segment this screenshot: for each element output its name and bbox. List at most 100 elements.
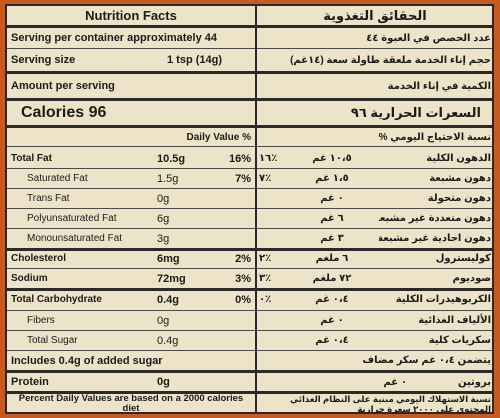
nutrient-label: Total Fat — [11, 153, 52, 164]
nutrient-daily-value-ar — [259, 209, 287, 228]
nutrient-amount: 72mg — [157, 272, 186, 285]
footnote-row: Percent Daily Values are based on a 2000… — [7, 393, 492, 415]
nutrient-label: Monounsaturated Fat — [27, 233, 123, 244]
nutrient-amount-ar: ٠ غم — [320, 315, 344, 326]
nutrient-amount-ar: ١،٥ غم — [315, 173, 349, 184]
nutrient-daily-value: 2% — [235, 252, 251, 265]
nutrient-label-ar: دهون متعددة غير مشبعة — [379, 213, 491, 224]
nutrient-daily-value: 3% — [235, 272, 251, 285]
nutrient-label-ar: سكريات كلية — [428, 335, 491, 346]
nutrient-daily-value — [211, 311, 251, 330]
title-row: Nutrition Facts الحقائق التغذوية — [7, 6, 492, 28]
nutrient-label: Saturated Fat — [27, 173, 88, 184]
amount-per-serving-en: Amount per serving — [11, 80, 115, 92]
footnote-ar: نسبة الاستهلاك اليومي مبنية على النظام ا… — [290, 394, 491, 414]
nutrient-daily-value — [211, 331, 251, 350]
nutrition-facts-panel: Nutrition Facts الحقائق التغذوية Serving… — [5, 4, 494, 414]
amount-per-serving-ar: الكمية في إناء الخدمة — [387, 80, 491, 92]
nutrient-label-ar: دهون متحولة — [427, 193, 491, 204]
added-sugar-en: Includes 0.4g of added sugar — [11, 354, 163, 367]
nutrient-row: Fibers 0g ٠ غم الألياف الغذائية — [7, 311, 492, 331]
nutrient-row: Trans Fat 0g ٠ غم دهون متحولة — [7, 189, 492, 209]
nutrient-amount-ar: ٠،٤ غم — [315, 294, 349, 305]
nutrient-daily-value-ar: ٢٪ — [259, 253, 272, 264]
nutrient-amount: 0.4g — [157, 334, 179, 347]
nutrient-daily-value-ar — [259, 311, 287, 330]
nutrient-label-ar: كوليسترول — [435, 253, 491, 264]
nutrient-row: Saturated Fat 1.5g 7% ٧٪ ١،٥ غم دهون مشبعة — [7, 169, 492, 189]
title-en: Nutrition Facts — [85, 8, 177, 23]
nutrient-label: Fibers — [27, 315, 55, 326]
title-ar: الحقائق التغذوية — [323, 7, 427, 23]
nutrient-label: Total Sugar — [27, 335, 78, 346]
protein-amount: 0g — [157, 376, 170, 388]
nutrient-amount: 0g — [157, 314, 170, 327]
nutrient-daily-value — [211, 189, 251, 208]
protein-label: Protein — [11, 376, 49, 388]
serving-size-row: Serving size 1 tsp (14g) حجم إناء الخدمة… — [7, 49, 492, 74]
nutrient-label: Trans Fat — [27, 193, 70, 204]
nutrient-daily-value-ar: ١٦٪ — [259, 153, 278, 164]
nutrient-daily-value-ar — [259, 331, 287, 350]
nutrient-row: Total Sugar 0.4g ٠،٤ غم سكريات كلية — [7, 331, 492, 351]
nutrient-label-ar: صوديوم — [452, 273, 491, 284]
nutrient-row: Cholesterol 6mg 2% ٢٪ ٦ ملغم كوليسترول — [7, 249, 492, 269]
calories-row: Calories 96 السعرات الحرارية ٩٦ — [7, 101, 492, 128]
serving-size-label: Serving size — [11, 54, 76, 66]
nutrient-amount-ar: ٧٢ ملغم — [312, 273, 352, 284]
calories-en: Calories 96 — [21, 104, 107, 121]
calories-ar: السعرات الحرارية ٩٦ — [350, 105, 481, 120]
footnote-en: Percent Daily Values are based on a 2000… — [18, 393, 244, 414]
nutrient-label-ar: دهون احادية غير مشبعة — [379, 233, 491, 244]
nutrient-amount: 1.5g — [157, 172, 179, 185]
nutrient-row: Polyunsaturated Fat 6g ٦ غم دهون متعددة غير… — [7, 209, 492, 229]
nutrient-amount-ar: ١٠،٥ غم — [312, 153, 352, 164]
servings-per-container-row: Serving per container approximately 44 ع… — [7, 28, 492, 49]
serving-size-ar: حجم إناء الخدمة ملعقة طاولة سعة (١٤غم) — [290, 54, 491, 66]
nutrient-amount: 0g — [157, 192, 170, 205]
nutrient-daily-value-ar — [259, 229, 287, 248]
nutrient-row: Total Carbohydrate 0.4g 0% ٠٪ ٠،٤ غم الكربوهي… — [7, 289, 492, 311]
serving-size-value: 1 tsp (14g) — [167, 54, 223, 66]
protein-amount-ar: ٠ غم — [383, 376, 407, 388]
amount-per-serving-row: Amount per serving الكمية في إناء الخدمة — [7, 74, 492, 101]
added-sugar-row: Includes 0.4g of added sugar يتضمن ٠،٤ غ… — [7, 351, 492, 373]
nutrient-amount: 0.4g — [157, 293, 180, 306]
nutrient-daily-value: 0% — [235, 293, 251, 306]
nutrient-daily-value-ar: ٧٪ — [259, 173, 272, 184]
nutrient-label-ar: الكربوهيدرات الكلية — [395, 294, 491, 305]
protein-row: Protein 0g ٠ غم بروتين — [7, 373, 492, 394]
nutrient-amount-ar: ٣ غم — [320, 233, 344, 244]
added-sugar-ar: يتضمن ٠،٤ غم سكر مضاف — [362, 355, 491, 366]
nutrient-amount-ar: ٠،٤ غم — [315, 335, 349, 346]
nutrient-daily-value-ar: ٣٪ — [259, 273, 272, 284]
nutrient-label-ar: الألياف الغذائية — [418, 315, 491, 326]
protein-label-ar: بروتين — [457, 376, 491, 388]
daily-value-header-row: Daily Value % نسبة الاحتياج اليومي % — [7, 128, 492, 147]
nutrient-row: Monounsaturated Fat 3g ٣ غم دهون احادية غير… — [7, 229, 492, 251]
nutrient-amount-ar: ٠ غم — [320, 193, 344, 204]
nutrient-row: Total Fat 10.5g 16% ١٦٪ ١٠،٥ غم الدهون الكلية — [7, 149, 492, 169]
nutrient-daily-value-ar: ٠٪ — [259, 294, 272, 305]
nutrient-amount: 6mg — [157, 252, 180, 265]
nutrient-daily-value — [211, 209, 251, 228]
nutrient-amount-ar: ٦ غم — [320, 213, 344, 224]
nutrient-row: Sodium 72mg 3% ٣٪ ٧٢ ملغم صوديوم — [7, 269, 492, 291]
nutrient-daily-value — [211, 229, 251, 248]
servings-per-container-ar: عدد الحصص في العبوة ٤٤ — [366, 32, 491, 44]
nutrient-label: Polyunsaturated Fat — [27, 213, 117, 224]
nutrient-amount: 3g — [157, 232, 170, 245]
nutrient-amount: 6g — [157, 212, 170, 225]
nutrient-label: Cholesterol — [11, 253, 67, 264]
nutrient-label: Total Carbohydrate — [11, 294, 102, 305]
nutrient-amount-ar: ٦ ملغم — [315, 253, 349, 264]
column-divider — [255, 6, 257, 412]
servings-per-container-en: Serving per container approximately 44 — [11, 32, 218, 44]
daily-value-header-en: Daily Value % — [186, 131, 251, 143]
nutrient-daily-value: 7% — [235, 172, 251, 185]
nutrient-daily-value: 16% — [228, 152, 251, 165]
daily-value-header-ar: نسبة الاحتياج اليومي % — [378, 131, 491, 143]
nutrient-label: Sodium — [11, 273, 48, 284]
nutrient-label-ar: الدهون الكلية — [426, 153, 491, 164]
nutrient-daily-value-ar — [259, 189, 287, 208]
